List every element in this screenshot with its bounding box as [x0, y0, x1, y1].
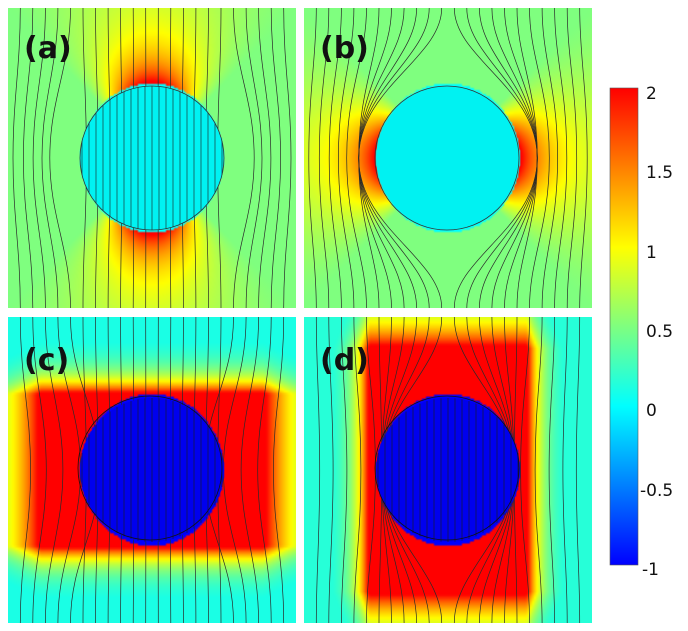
panel-a: (a) [8, 7, 296, 309]
panel-d-inclusion-boundary [374, 395, 520, 541]
colorbar: 2 1.5 1 0.5 0 -0.5 -1 [609, 84, 673, 580]
field-line [49, 7, 71, 309]
field-line [32, 7, 46, 309]
field-line [32, 316, 47, 624]
panel-c-label: (c) [24, 343, 69, 378]
colorbar-tick-label: 0.5 [646, 322, 673, 342]
panel-b-field-lines [308, 7, 588, 309]
panel-d: (d) [304, 316, 592, 624]
panel-c-field-lines [19, 316, 285, 624]
field-line [12, 7, 21, 309]
colorbar-tick-label: 0 [646, 401, 657, 421]
field-line [541, 7, 558, 309]
field-line [328, 7, 342, 309]
field-line [358, 7, 443, 309]
field-line [579, 7, 588, 309]
panel-b: (b) [304, 7, 592, 309]
panel-d-field-lines [315, 316, 581, 624]
field-line [283, 7, 292, 309]
field-line [346, 7, 367, 309]
panel-b-label: (b) [320, 31, 369, 66]
field-line [245, 7, 263, 309]
field-line [562, 316, 568, 624]
colorbar-tick-label: 2 [646, 84, 657, 104]
field-line [315, 316, 321, 624]
field-line [257, 316, 272, 624]
field-line [41, 7, 59, 309]
field-line [575, 316, 581, 624]
colorbar-gradient [609, 87, 639, 566]
field-line [328, 316, 334, 624]
panel-c: (c) [8, 316, 296, 624]
field-line [273, 316, 285, 624]
panel-a-label: (a) [24, 31, 72, 66]
inclusion-fill [376, 86, 520, 230]
field-line [318, 7, 330, 309]
field-line [19, 316, 31, 624]
field-line [534, 316, 543, 624]
field-line [520, 316, 530, 624]
colorbar-ticks: 2 1.5 1 0.5 0 -0.5 -1 [640, 84, 673, 580]
field-line [353, 316, 362, 624]
colorbar-tick-label: 1 [646, 243, 657, 263]
field-line [45, 316, 64, 624]
panel-b-inclusion-boundary [374, 85, 520, 231]
field-line [516, 7, 538, 309]
field-line [529, 7, 550, 309]
colorbar-tick-label: 1.5 [646, 163, 673, 183]
field-line [23, 7, 34, 309]
colorbar-tick-label: -0.5 [640, 481, 673, 501]
field-line [548, 316, 555, 624]
field-line [233, 7, 255, 309]
field-line [308, 7, 317, 309]
field-line [258, 7, 272, 309]
panel-a-inclusion-boundary [79, 85, 225, 231]
panel-a-field-lines [12, 7, 292, 309]
field-line [554, 7, 568, 309]
panel-c-inclusion-boundary [77, 395, 223, 541]
field-line [341, 316, 348, 624]
panel-d-label: (d) [320, 343, 369, 378]
field-line [240, 316, 259, 624]
field-line [566, 7, 578, 309]
colorbar-tick-label: -1 [642, 560, 659, 580]
field-line [338, 7, 355, 309]
field-line [270, 7, 281, 309]
